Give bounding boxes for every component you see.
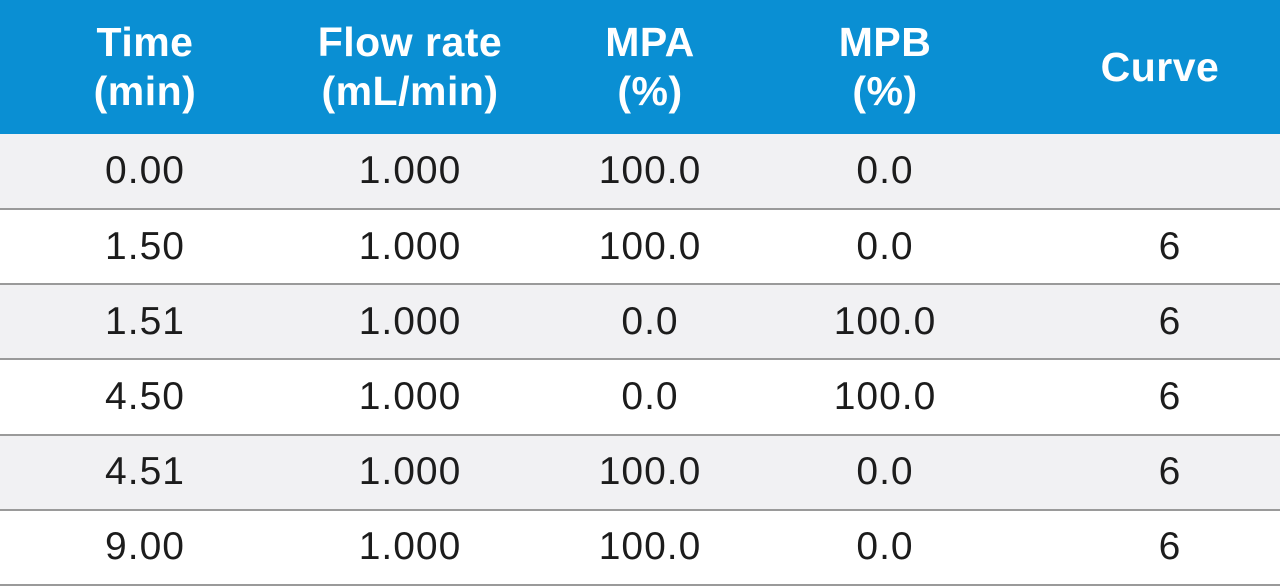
cell-mpb: 100.0 [770, 359, 1000, 436]
header-mpa-label: MPA [605, 19, 695, 65]
cell-flow-rate: 1.000 [290, 509, 530, 586]
header-mpa-unit: (%) [617, 68, 683, 114]
table-row: 4.51 1.000 100.0 0.0 6 [0, 434, 1280, 511]
header-flow-rate-unit: (mL/min) [321, 68, 499, 114]
table-row: 0.00 1.000 100.0 0.0 [0, 134, 1280, 211]
cell-mpa: 0.0 [530, 284, 770, 361]
table-body: 0.00 1.000 100.0 0.0 1.50 1.000 100.0 0.… [0, 134, 1280, 586]
table-row: 9.00 1.000 100.0 0.0 6 [0, 509, 1280, 586]
header-mpb-unit: (%) [852, 68, 918, 114]
cell-mpa: 100.0 [530, 434, 770, 511]
cell-mpb: 0.0 [770, 134, 1000, 211]
table-row: 4.50 1.000 0.0 100.0 6 [0, 359, 1280, 436]
cell-flow-rate: 1.000 [290, 209, 530, 286]
table-row: 1.51 1.000 0.0 100.0 6 [0, 284, 1280, 361]
cell-curve [1000, 134, 1280, 211]
cell-curve: 6 [1000, 359, 1280, 436]
header-mpa: MPA (%) [530, 0, 770, 134]
cell-mpa: 0.0 [530, 359, 770, 436]
cell-time: 0.00 [0, 134, 290, 211]
cell-mpb: 0.0 [770, 434, 1000, 511]
cell-curve: 6 [1000, 284, 1280, 361]
cell-curve: 6 [1000, 209, 1280, 286]
header-time: Time (min) [0, 0, 290, 134]
header-time-unit: (min) [93, 68, 197, 114]
cell-curve: 6 [1000, 509, 1280, 586]
header-mpb-label: MPB [838, 19, 932, 65]
cell-flow-rate: 1.000 [290, 359, 530, 436]
cell-mpb: 0.0 [770, 209, 1000, 286]
cell-time: 1.50 [0, 209, 290, 286]
cell-flow-rate: 1.000 [290, 284, 530, 361]
cell-mpa: 100.0 [530, 134, 770, 211]
header-mpb: MPB (%) [770, 0, 1000, 134]
cell-time: 1.51 [0, 284, 290, 361]
cell-time: 4.50 [0, 359, 290, 436]
cell-flow-rate: 1.000 [290, 434, 530, 511]
header-time-label: Time [96, 19, 194, 65]
header-row: Time (min) Flow rate (mL/min) MPA (%) MP… [0, 0, 1280, 134]
table-header: Time (min) Flow rate (mL/min) MPA (%) MP… [0, 0, 1280, 134]
cell-mpa: 100.0 [530, 209, 770, 286]
cell-mpb: 100.0 [770, 284, 1000, 361]
header-flow-rate: Flow rate (mL/min) [290, 0, 530, 134]
cell-mpa: 100.0 [530, 509, 770, 586]
table-row: 1.50 1.000 100.0 0.0 6 [0, 209, 1280, 286]
cell-time: 9.00 [0, 509, 290, 586]
header-flow-rate-label: Flow rate [317, 19, 503, 65]
cell-flow-rate: 1.000 [290, 134, 530, 211]
header-curve-label: Curve [1100, 43, 1220, 90]
cell-mpb: 0.0 [770, 509, 1000, 586]
cell-time: 4.51 [0, 434, 290, 511]
cell-curve: 6 [1000, 434, 1280, 511]
header-curve: Curve [1000, 0, 1280, 134]
